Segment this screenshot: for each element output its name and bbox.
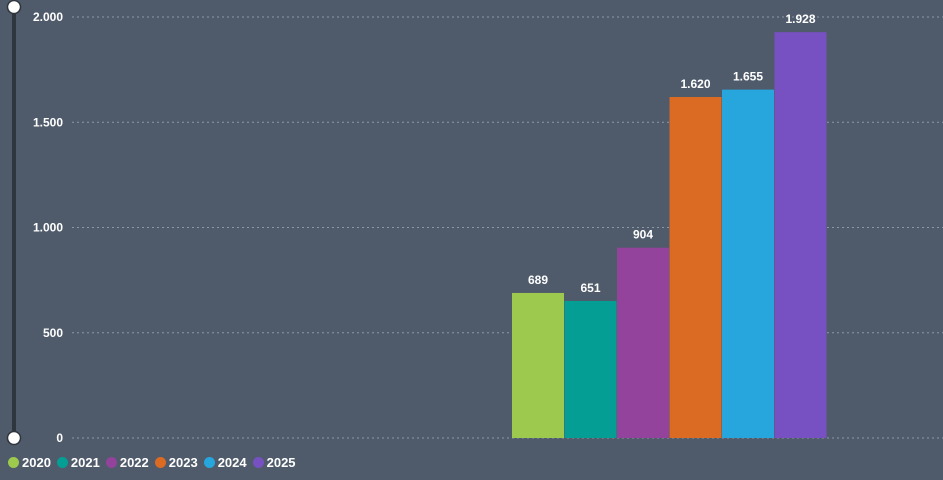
slider-handle-bottom[interactable]	[6, 430, 22, 446]
y-tick-label: 1.500	[33, 115, 63, 129]
legend-label: 2023	[168, 455, 198, 470]
y-axis-range-slider[interactable]	[6, 0, 22, 446]
legend-label: 2025	[266, 455, 296, 470]
data-label-2022: 904	[633, 228, 653, 242]
legend-item-2023[interactable]: 2023	[154, 455, 198, 470]
data-labels: 689 651 904 1.620 1.655 1.928	[528, 12, 816, 295]
legend-label: 2024	[217, 455, 247, 470]
y-tick-label: 1.000	[33, 221, 63, 235]
y-tick-label: 500	[43, 326, 63, 340]
legend-label: 2021	[70, 455, 100, 470]
data-label-2020: 689	[528, 273, 548, 287]
bar-2025[interactable]	[774, 32, 827, 438]
bar-2020[interactable]	[512, 292, 564, 438]
bar-2024[interactable]	[722, 89, 774, 438]
bar-2022[interactable]	[617, 247, 669, 438]
legend-swatch-icon	[154, 457, 166, 468]
data-label-2025: 1.928	[785, 12, 815, 26]
legend-swatch-icon	[56, 457, 68, 468]
data-label-2021: 651	[580, 281, 600, 295]
legend-item-2022[interactable]: 2022	[105, 455, 149, 470]
slider-handle-top[interactable]	[6, 0, 22, 15]
legend-swatch-icon	[8, 457, 19, 468]
data-label-2023: 1.620	[680, 77, 710, 91]
legend-item-2020[interactable]: 2020	[8, 455, 51, 470]
legend-label: 2020	[22, 455, 51, 470]
bar-2021[interactable]	[564, 300, 617, 438]
y-tick-label: 2.000	[33, 10, 63, 24]
legend-swatch-icon	[203, 457, 215, 468]
legend-swatch-icon	[252, 457, 264, 468]
y-tick-label: 0	[56, 431, 63, 445]
legend-item-2024[interactable]: 2024	[203, 455, 247, 470]
bar-2023[interactable]	[669, 96, 722, 439]
legend-item-2021[interactable]: 2021	[56, 455, 100, 470]
legend-item-2025[interactable]: 2025	[252, 455, 296, 470]
y-axis-ticks: 0 500 1.000 1.500 2.000	[33, 10, 63, 445]
data-label-2024: 1.655	[733, 70, 763, 84]
legend-label: 2022	[119, 455, 149, 470]
legend-swatch-icon	[105, 457, 117, 468]
bars	[512, 32, 827, 439]
legend: 2020 2021 2022 2023 2024 2025	[8, 455, 296, 470]
